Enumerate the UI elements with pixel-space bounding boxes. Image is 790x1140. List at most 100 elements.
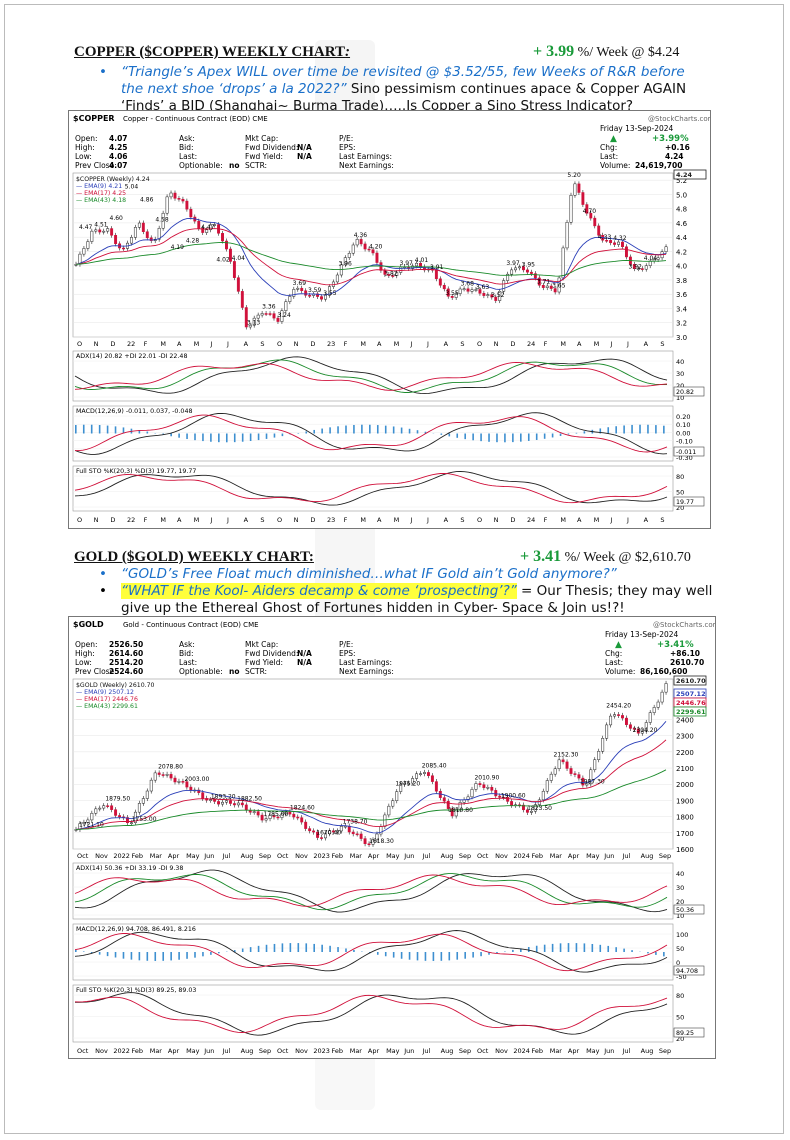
header-label: Next Earnings:: [339, 667, 394, 676]
price-tick-label: 2200: [676, 749, 694, 757]
macd-histogram-bar: [241, 433, 244, 442]
x-axis-label: Oct: [277, 1047, 289, 1055]
candle-body: [644, 265, 648, 270]
macd-histogram-bar: [440, 433, 443, 435]
macd-histogram-bar: [98, 952, 101, 955]
candle-body: [411, 265, 415, 269]
macd-histogram-bar: [178, 952, 180, 960]
indicator-label: Full STO %K(20,3) %D(3) 19.77, 19.77: [76, 468, 196, 475]
candle-body: [454, 809, 458, 817]
header-label: SCTR:: [245, 667, 267, 676]
x-axis-label: M: [160, 340, 166, 348]
macd-histogram-bar: [400, 427, 403, 434]
indicator-line: [74, 356, 668, 395]
macd-histogram-bar: [225, 433, 228, 443]
candle-body: [133, 227, 137, 238]
candle-body: [288, 296, 292, 302]
candle-body: [537, 277, 541, 286]
indicator-tick-label: 0.10: [676, 421, 690, 429]
macd-histogram-bar: [559, 433, 562, 436]
candle-body: [228, 800, 232, 804]
x-axis-label: N: [294, 340, 299, 348]
indicator-tick-label: 30: [676, 884, 684, 892]
candle-body: [129, 237, 133, 244]
price-annotation: 3.82: [384, 271, 398, 278]
indicator-line: [74, 874, 668, 907]
gold-chart-svg: $GOLD Gold - Continuous Contract (EOD) CM…: [72, 620, 715, 1055]
candle-body: [514, 267, 518, 271]
candle-body: [529, 810, 533, 813]
x-axis-label: A: [577, 340, 582, 348]
header-value: 2614.60: [109, 649, 143, 658]
x-axis-label: 2024: [513, 1047, 530, 1055]
candle-body: [240, 291, 244, 308]
candle-body: [169, 192, 173, 198]
x-axis-label: Mar: [150, 852, 163, 860]
x-axis-label: 22: [127, 340, 135, 348]
price-annotation: 4.02: [216, 256, 230, 263]
indicator-tick-label: 80: [676, 992, 684, 1000]
x-axis-label: Apr: [568, 1047, 580, 1055]
candle-body: [442, 797, 446, 802]
candle-body: [593, 217, 597, 227]
macd-histogram-bar: [106, 952, 109, 957]
x-axis-label: M: [360, 516, 366, 524]
macd-histogram-bar: [210, 952, 212, 955]
ema-line: [75, 769, 667, 830]
candle-body: [335, 274, 339, 283]
candle-body: [324, 833, 327, 839]
candle-body: [375, 252, 379, 263]
candle-body: [90, 812, 94, 821]
candle-body: [292, 289, 296, 297]
x-axis-label: S: [260, 340, 264, 348]
candle-body: [331, 830, 335, 833]
header-label: Ask:: [179, 640, 195, 649]
candle-body: [640, 268, 644, 270]
candle-body: [632, 264, 636, 269]
x-axis-label: M: [194, 340, 200, 348]
candle-body: [165, 196, 169, 214]
candle-body: [541, 285, 545, 288]
macd-histogram-bar: [607, 945, 610, 952]
price-annotation: 2085.40: [422, 762, 447, 769]
candle-body: [656, 701, 660, 708]
price-annotation: 2078.80: [158, 763, 183, 770]
candle-body: [141, 222, 145, 232]
macd-histogram-bar: [138, 430, 141, 434]
macd-histogram-bar: [512, 433, 514, 443]
x-axis-label: Feb: [532, 852, 544, 860]
candle-body: [228, 248, 232, 262]
x-axis-label: Sep: [259, 852, 271, 860]
x-axis-label: O: [77, 340, 82, 348]
macd-histogram-bar: [170, 952, 172, 961]
price-annotation: 3.91: [430, 264, 444, 271]
header-label: High:: [75, 143, 95, 152]
macd-histogram-bar: [480, 952, 482, 957]
macd-histogram-bar: [623, 948, 625, 952]
macd-histogram-bar: [504, 433, 506, 443]
price-annotation: 1879.50: [105, 796, 130, 803]
chart-date: Friday 13-Sep-2024: [605, 630, 679, 639]
x-axis-label: Feb: [132, 1047, 144, 1055]
candle-body: [94, 229, 98, 232]
indicator-tick-label: 20: [676, 898, 684, 906]
x-axis-label: Aug: [641, 1047, 654, 1055]
candle-body: [506, 797, 510, 802]
candle-body: [225, 800, 228, 803]
indicator-tick-label: -0.10: [676, 438, 693, 446]
indicator-line: [74, 412, 668, 455]
x-axis-label: Apr: [568, 852, 580, 860]
x-axis-label: May: [586, 852, 600, 860]
candle-body: [335, 830, 339, 833]
candle-body: [256, 811, 260, 816]
candle-body: [197, 789, 201, 793]
x-axis-label: Apr: [368, 1047, 380, 1055]
header-label: Volume:: [605, 667, 635, 676]
macd-histogram-bar: [583, 431, 586, 434]
candle-body: [367, 843, 371, 846]
price-badge-label: 2507.12: [676, 690, 706, 698]
candle-body: [617, 241, 620, 245]
indicator-label: MACD(12,26,9) -0.011, 0.037, -0.048: [76, 408, 192, 415]
macd-histogram-bar: [647, 952, 649, 954]
macd-histogram-bar: [567, 433, 570, 435]
